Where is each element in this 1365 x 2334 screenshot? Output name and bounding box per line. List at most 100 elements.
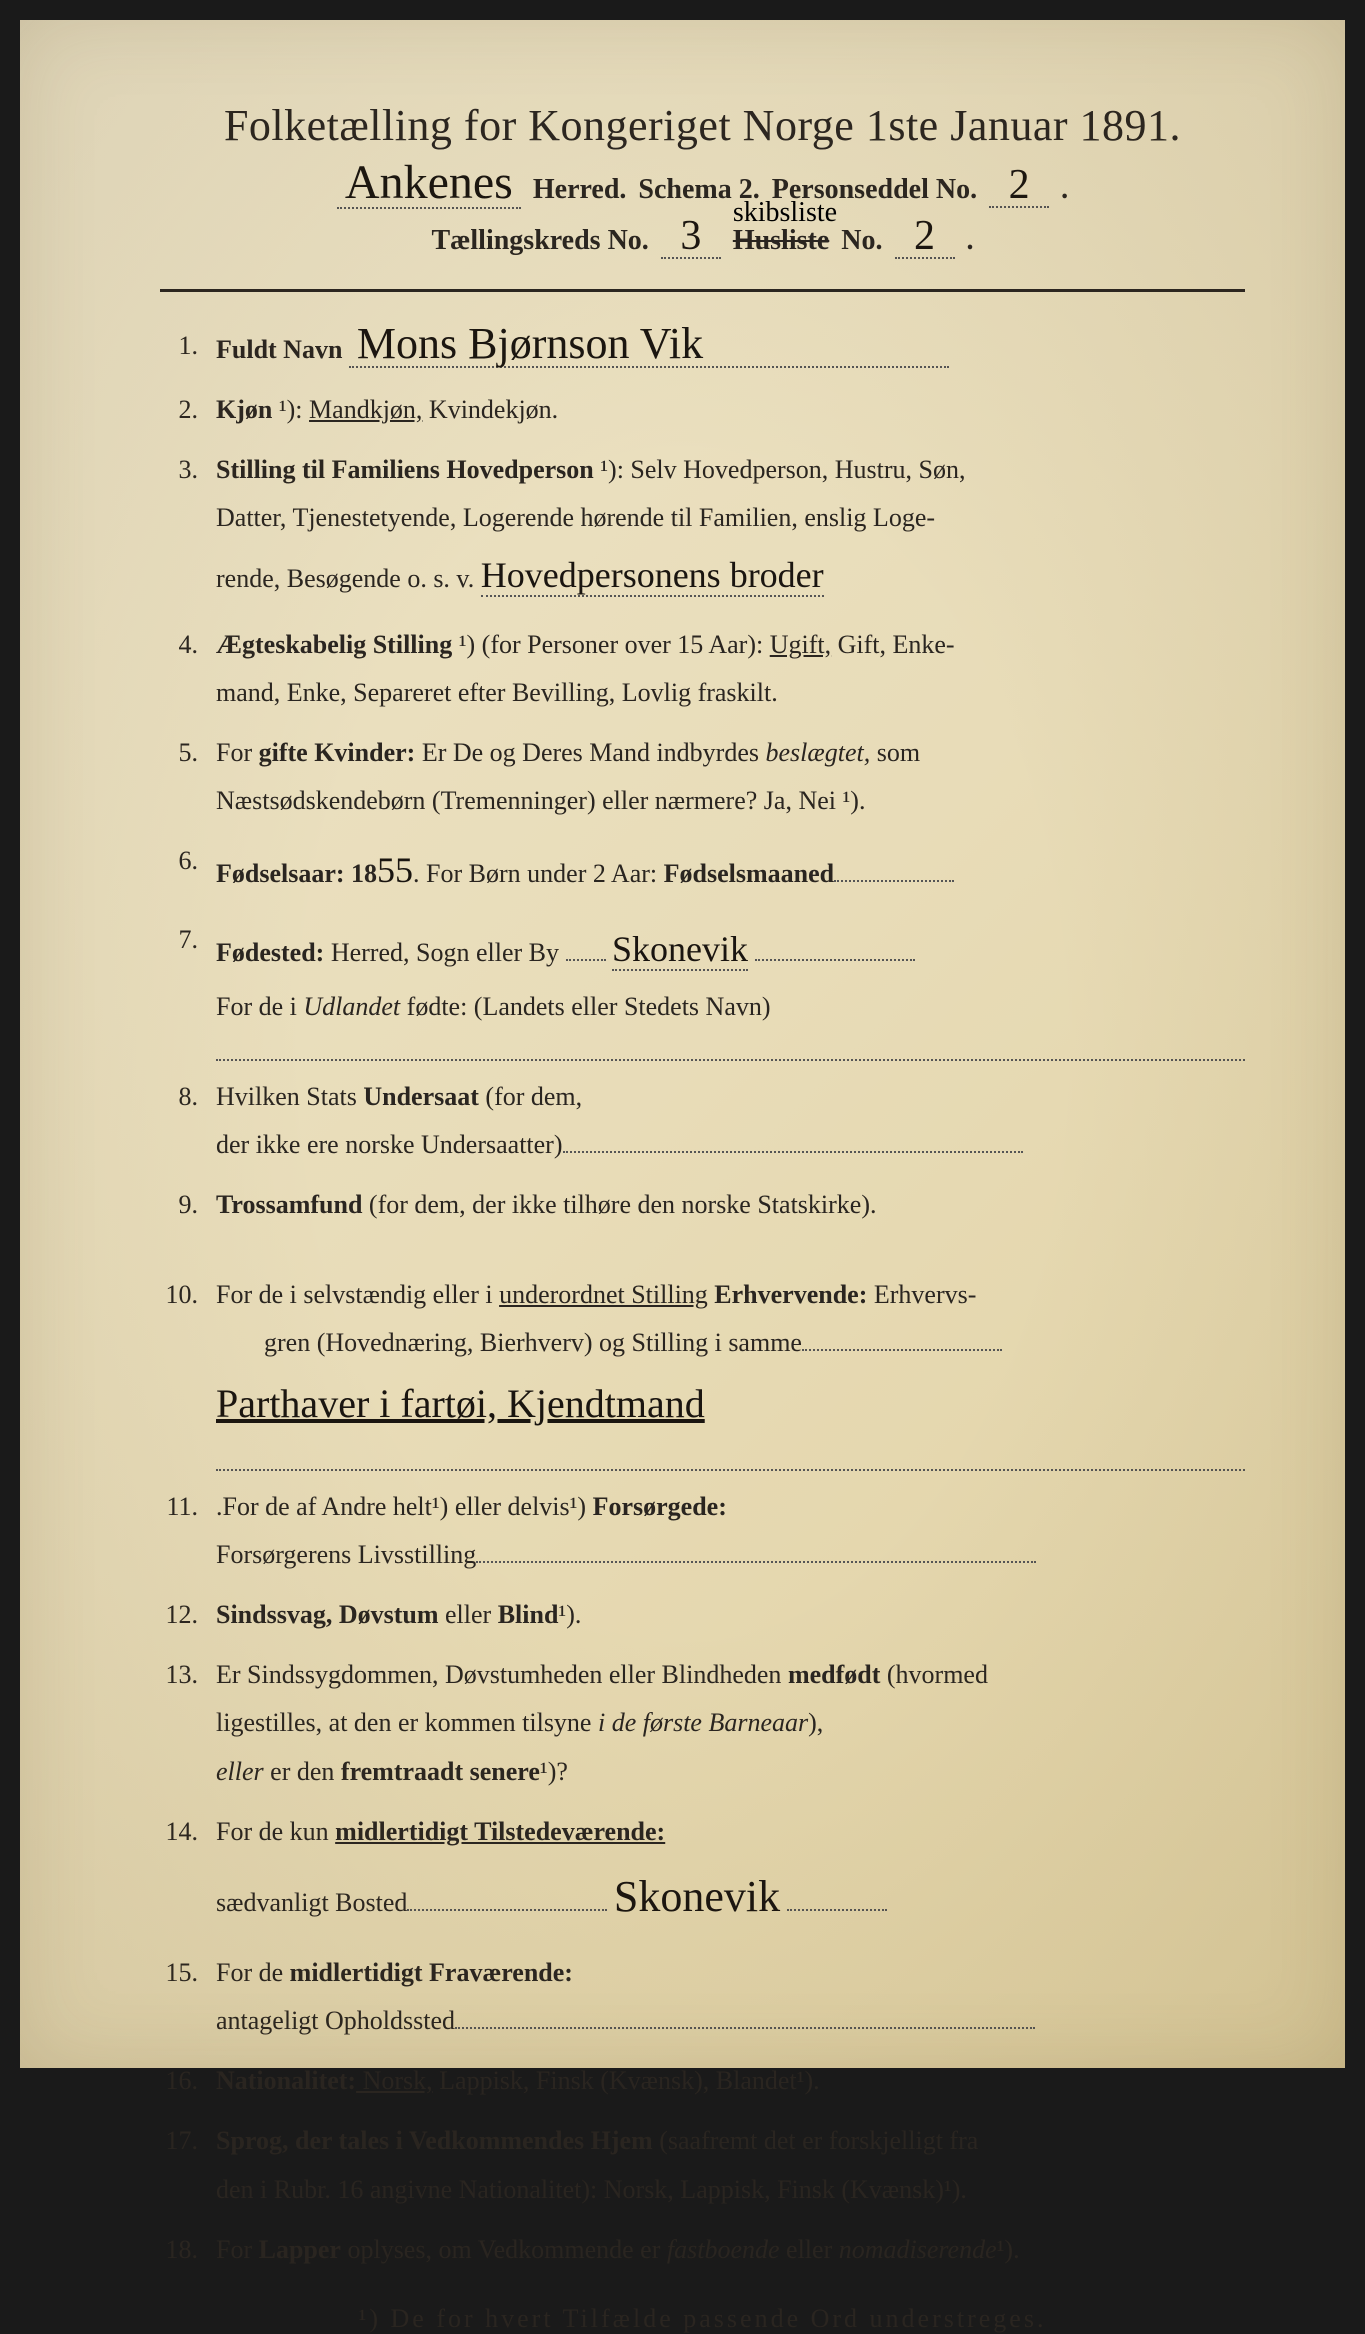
husliste-no: 2	[895, 215, 955, 259]
dot: .	[1061, 174, 1068, 206]
item-6: 6. Fødselsaar: 1855. For Børn under 2 Aa…	[160, 837, 1245, 904]
item-4: 4. Ægteskabelig Stilling ¹) (for Persone…	[160, 621, 1245, 717]
text-13f: eller	[216, 1757, 264, 1786]
text-10a: For de i selvstændig eller i	[216, 1280, 499, 1309]
text-18e: nomadiserende	[839, 2235, 997, 2264]
item-num-7: 7.	[160, 916, 216, 1061]
item-13: 13. Er Sindssygdommen, Døvstumheden elle…	[160, 1651, 1245, 1795]
value-stilling: Hovedpersonens broder	[481, 555, 824, 597]
husliste-no-label: No.	[841, 225, 882, 257]
text-14b: sædvanligt Bosted	[216, 1888, 407, 1917]
footnote: ¹) De for hvert Tilfælde passende Ord un…	[160, 2304, 1245, 2334]
item-2: 2. Kjøn ¹): Mandkjøn, Kvindekjøn.	[160, 386, 1245, 434]
dots-7-fill	[216, 1059, 1245, 1061]
label-trossamfund: Trossamfund	[216, 1190, 362, 1219]
text-5c: beslægtet,	[766, 738, 871, 767]
label-aegteskab: Ægteskabelig Stilling	[216, 630, 452, 659]
text-15b: antageligt Opholdssted	[216, 2006, 455, 2035]
text-14a: For de kun	[216, 1817, 335, 1846]
text-13e: ),	[808, 1708, 823, 1737]
herred-value: Ankenes	[337, 159, 521, 209]
kreds-no: 3	[661, 215, 721, 259]
item-15: 15. For de midlertidigt Fraværende: anta…	[160, 1949, 1245, 2045]
form-header: Folketælling for Kongeriget Norge 1ste J…	[160, 100, 1245, 259]
item-16: 16. Nationalitet: Norsk, Lappisk, Finsk …	[160, 2057, 1245, 2105]
text-10c: gren (Hovednæring, Bierhverv) og Stillin…	[216, 1319, 802, 1367]
text-3a: : Selv Hovedperson, Hustru, Søn,	[617, 455, 966, 484]
sup-4: ¹)	[452, 630, 475, 659]
item-num-17: 17.	[160, 2117, 216, 2213]
form-items: 1. Fuldt Navn Mons Bjørnson Vik 2. Kjøn …	[160, 322, 1245, 2274]
person-no: 2	[989, 164, 1049, 208]
dots-7a	[566, 959, 606, 961]
text-8b: (for dem,	[479, 1082, 582, 1111]
text-13a: Er Sindssygdommen, Døvstumheden eller Bl…	[216, 1660, 788, 1689]
kreds-label: Tællingskreds No.	[431, 225, 648, 257]
item-num-10: 10.	[160, 1271, 216, 1471]
item-num-11: 11.	[160, 1483, 216, 1579]
item-1: 1. Fuldt Navn Mons Bjørnson Vik	[160, 322, 1245, 374]
dots-8	[563, 1151, 1023, 1153]
label-fuldt-navn: Fuldt Navn	[216, 335, 342, 364]
text-kvindekjon: Kvindekjøn.	[429, 395, 558, 424]
label-nationalitet: Nationalitet:	[216, 2066, 356, 2095]
item-num-1: 1.	[160, 322, 216, 374]
text-7a: Herred, Sogn eller By	[324, 938, 559, 967]
label-fremtraadt: fremtraadt senere	[341, 1757, 540, 1786]
census-form-page: Folketælling for Kongeriget Norge 1ste J…	[20, 20, 1345, 2068]
item-num-15: 15.	[160, 1949, 216, 2045]
text-5a: For	[216, 738, 259, 767]
sup-1: ¹):	[272, 395, 309, 424]
subheader-row-1: Ankenes Herred. Schema 2. Personseddel N…	[160, 159, 1245, 209]
item-num-18: 18.	[160, 2226, 216, 2274]
item-17: 17. Sprog, der tales i Vedkommendes Hjem…	[160, 2117, 1245, 2213]
label-sindssvag: Sindssvag, Døvstum	[216, 1600, 439, 1629]
text-18a: For	[216, 2235, 259, 2264]
label-fodested: Fødested:	[216, 938, 324, 967]
text-4b: Gift, Enke-	[831, 630, 954, 659]
item-num-16: 16.	[160, 2057, 216, 2105]
text-7b: For de i	[216, 992, 303, 1021]
text-3b: Datter, Tjenestetyende, Logerende hørend…	[216, 503, 935, 532]
subheader-row-2: Tællingskreds No. 3 skibsliste Husliste …	[160, 215, 1245, 259]
item-num-2: 2.	[160, 386, 216, 434]
item-14: 14. For de kun midlertidigt Tilstedevære…	[160, 1808, 1245, 1937]
value-fodested: Skonevik	[612, 929, 748, 971]
text-8c: der ikke ere norske Undersaatter)	[216, 1130, 563, 1159]
dots-15	[455, 2027, 1035, 2029]
item-3: 3. Stilling til Familiens Hovedperson ¹)…	[160, 446, 1245, 609]
text-10u: underordnet Stilling	[499, 1280, 708, 1309]
dots-11	[476, 1561, 1036, 1563]
text-17a: (saafremt det er forskjelligt fra	[653, 2126, 979, 2155]
dots-14a	[407, 1909, 607, 1911]
value-norsk: Norsk,	[356, 2066, 433, 2095]
husliste-annotation: skibsliste	[733, 197, 837, 229]
label-kjon: Kjøn	[216, 395, 272, 424]
dots-10-fill	[216, 1469, 1245, 1471]
sup-3: ¹)	[594, 455, 617, 484]
item-num-8: 8.	[160, 1073, 216, 1169]
dots-6	[834, 880, 954, 882]
label-tilstede: midlertidigt Tilstedeværende:	[335, 1817, 665, 1846]
item-10: 10. For de i selvstændig eller i underor…	[160, 1271, 1245, 1471]
text-7d: fødte: (Landets eller Stedets Navn)	[400, 992, 770, 1021]
text-5b: Er De og Deres Mand indbyrdes	[415, 738, 765, 767]
text-8a: Hvilken Stats	[216, 1082, 363, 1111]
item-num-9: 9.	[160, 1181, 216, 1259]
item-7: 7. Fødested: Herred, Sogn eller By Skone…	[160, 916, 1245, 1061]
label-fravaer: midlertidigt Fraværende:	[290, 1958, 573, 1987]
label-gifte: gifte Kvinder:	[259, 738, 416, 767]
text-4c: mand, Enke, Separeret efter Bevilling, L…	[216, 678, 778, 707]
text-18f: ¹).	[997, 2235, 1020, 2264]
dots-14b	[787, 1909, 887, 1911]
dots-10a	[802, 1349, 1002, 1351]
item-num-5: 5.	[160, 729, 216, 825]
header-divider	[160, 289, 1245, 292]
text-18b: oplyses, om Vedkommende er	[341, 2235, 667, 2264]
text-12b: ¹).	[558, 1600, 581, 1629]
label-stilling: Stilling til Familiens Hovedperson	[216, 455, 594, 484]
text-17b: den i Rubr. 16 angivne Nationalitet): No…	[216, 2175, 967, 2204]
label-fodselsaar: Fødselsaar: 18	[216, 859, 377, 888]
item-8: 8. Hvilken Stats Undersaat (for dem, der…	[160, 1073, 1245, 1169]
label-forsorgede: Forsørgede:	[593, 1492, 727, 1521]
